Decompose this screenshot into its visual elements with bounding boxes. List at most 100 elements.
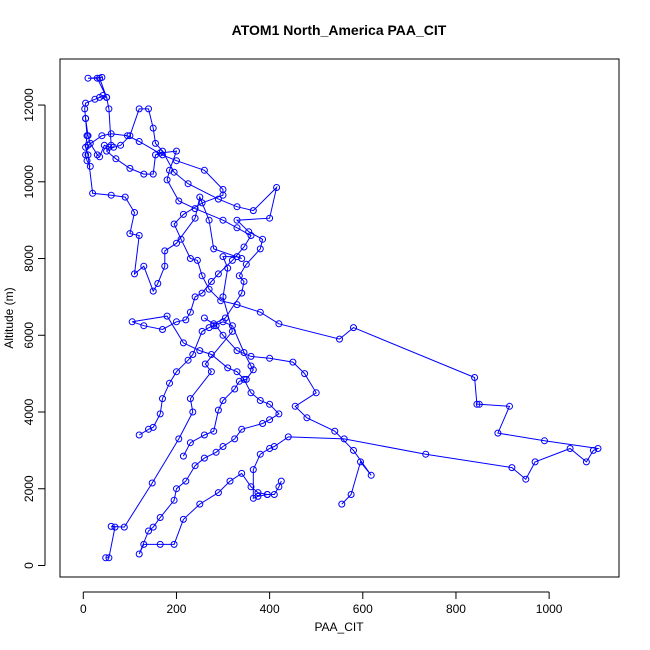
data-point bbox=[196, 500, 204, 508]
data-point bbox=[182, 316, 190, 324]
data-point bbox=[177, 235, 185, 243]
data-point bbox=[156, 410, 164, 418]
data-point bbox=[233, 224, 241, 232]
data-point bbox=[233, 253, 241, 261]
data-point bbox=[473, 400, 481, 408]
data-point bbox=[221, 314, 229, 322]
data-point bbox=[247, 483, 255, 491]
data-point bbox=[200, 166, 208, 174]
data-point bbox=[205, 216, 213, 224]
data-point bbox=[100, 141, 108, 149]
data-point bbox=[219, 397, 227, 404]
data-point bbox=[200, 431, 208, 439]
data-point bbox=[266, 445, 274, 452]
data-point bbox=[126, 230, 134, 238]
data-point bbox=[259, 235, 267, 243]
data-point bbox=[238, 469, 246, 477]
data-point bbox=[86, 162, 94, 170]
data-point bbox=[135, 138, 143, 145]
data-point bbox=[102, 554, 110, 562]
data-point bbox=[135, 232, 143, 239]
data-point bbox=[207, 368, 215, 376]
y-axis: 0 2000 4000 6000 8000 10000 12000 bbox=[22, 88, 46, 569]
data-point bbox=[98, 132, 106, 140]
data-point bbox=[107, 130, 115, 138]
data-point bbox=[173, 147, 180, 155]
series-line-2 bbox=[85, 133, 600, 500]
y-axis-label: Altitude (m) bbox=[2, 287, 16, 348]
x-tick-label: 0 bbox=[80, 602, 87, 616]
data-point bbox=[266, 214, 274, 222]
data-point bbox=[198, 272, 206, 280]
data-point bbox=[184, 180, 192, 188]
data-point bbox=[140, 170, 148, 178]
data-point bbox=[347, 491, 355, 498]
data-point bbox=[149, 170, 157, 178]
data-point bbox=[191, 293, 199, 301]
data-point bbox=[128, 318, 136, 326]
data-point bbox=[541, 437, 548, 445]
data-point bbox=[140, 322, 148, 330]
data-point bbox=[217, 297, 225, 305]
data-point bbox=[173, 368, 180, 376]
y-tick-label: 0 bbox=[22, 562, 36, 569]
x-axis: 0 200 400 600 800 1000 bbox=[80, 591, 563, 616]
data-point bbox=[105, 105, 113, 113]
data-point bbox=[148, 479, 156, 487]
data-point bbox=[233, 368, 241, 376]
y-tick-label: 8000 bbox=[22, 245, 36, 272]
data-point bbox=[214, 406, 222, 414]
data-point bbox=[140, 540, 148, 548]
data-point bbox=[226, 477, 234, 485]
data-point bbox=[303, 414, 311, 422]
x-tick-label: 600 bbox=[353, 602, 373, 616]
data-point bbox=[238, 425, 246, 433]
data-point bbox=[219, 443, 227, 450]
data-point bbox=[173, 485, 180, 493]
data-point bbox=[189, 408, 197, 416]
data-point bbox=[179, 515, 187, 523]
data-point bbox=[247, 362, 255, 370]
data-point bbox=[256, 308, 264, 316]
data-point bbox=[117, 141, 125, 149]
data-point bbox=[340, 435, 348, 443]
x-tick-label: 1000 bbox=[536, 602, 563, 616]
data-point bbox=[99, 92, 107, 99]
data-point bbox=[291, 402, 299, 410]
data-point bbox=[245, 228, 253, 236]
data-point bbox=[186, 395, 194, 403]
data-point bbox=[331, 427, 339, 435]
data-point bbox=[175, 197, 183, 205]
data-point bbox=[582, 458, 590, 466]
data-point bbox=[494, 429, 502, 437]
data-point bbox=[159, 395, 166, 403]
data-point bbox=[103, 147, 111, 155]
data-point bbox=[240, 278, 248, 285]
data-point bbox=[184, 356, 192, 364]
data-point bbox=[242, 375, 250, 383]
data-point bbox=[259, 420, 267, 427]
data-point bbox=[219, 253, 227, 261]
data-point bbox=[275, 320, 283, 328]
data-point bbox=[273, 184, 281, 191]
data-point bbox=[86, 139, 94, 147]
data-point bbox=[254, 489, 262, 497]
data-point bbox=[186, 439, 194, 447]
data-point bbox=[270, 491, 278, 498]
data-point bbox=[201, 360, 209, 368]
data-point bbox=[210, 427, 218, 435]
data-point bbox=[508, 464, 516, 472]
data-point bbox=[214, 195, 222, 203]
data-point bbox=[107, 522, 115, 530]
data-point bbox=[277, 477, 285, 485]
data-point bbox=[566, 445, 574, 452]
data-point bbox=[105, 143, 113, 151]
data-point bbox=[96, 74, 104, 82]
data-point bbox=[198, 289, 206, 297]
data-point bbox=[219, 216, 227, 224]
data-point bbox=[214, 489, 222, 497]
data-point bbox=[338, 500, 346, 508]
data-point bbox=[152, 139, 159, 147]
data-point bbox=[131, 209, 138, 216]
